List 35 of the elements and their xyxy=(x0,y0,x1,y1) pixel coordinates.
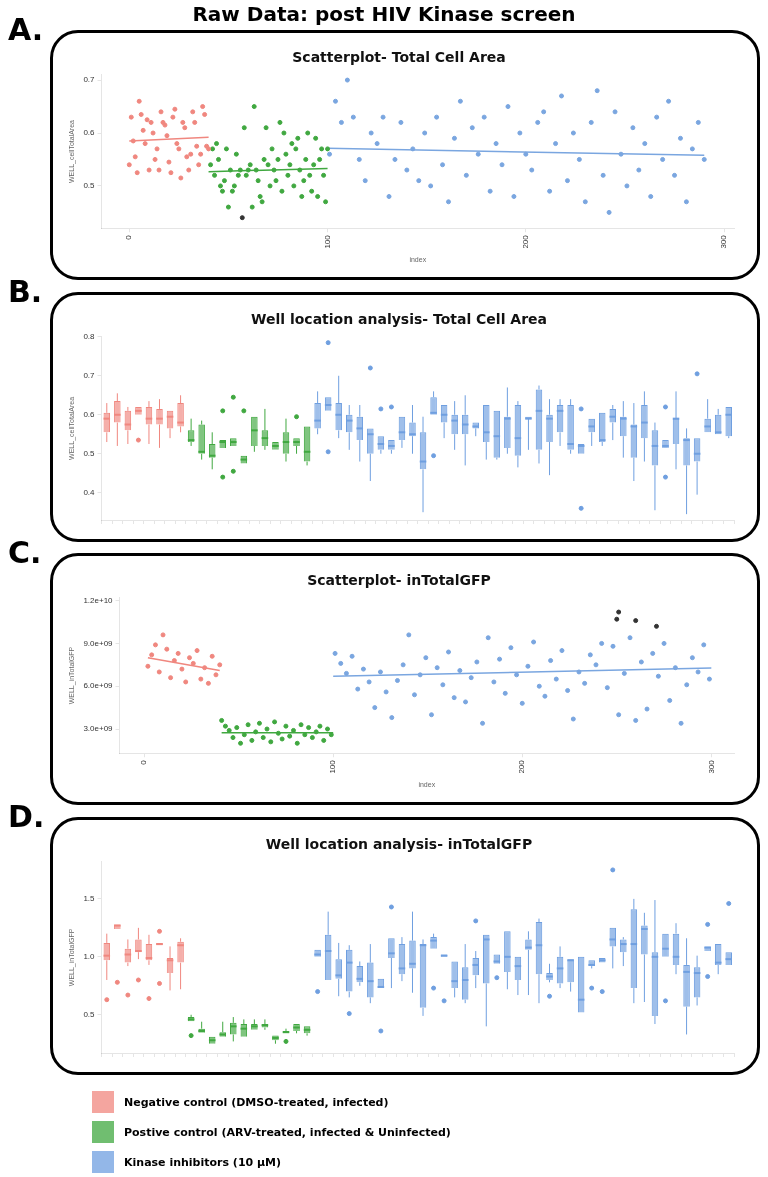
chart-title: Scatterplot- inTotalGFP xyxy=(307,572,491,589)
chart-title: Well location analysis- Total Cell Area xyxy=(250,311,548,328)
x-tick-label: 300 xyxy=(706,759,716,774)
y-tick-label: 0.8 xyxy=(83,332,96,341)
legend-label: Negative control (DMSO-treated, infected) xyxy=(124,1095,389,1109)
chart-title: Scatterplot- Total Cell Area xyxy=(292,49,506,66)
y-tick-label: 0.7 xyxy=(83,370,96,380)
y-tick-label: 0.4 xyxy=(83,487,96,497)
x-tick-label: 0 xyxy=(139,759,149,765)
y-tick-label: 1.0 xyxy=(83,952,96,962)
text: Raw Data: post HIV Kinase screen xyxy=(192,2,576,26)
y-tick-label: 0.6 xyxy=(83,128,96,138)
text: D. xyxy=(8,799,45,834)
y-tick-label: 1.2e+10 xyxy=(83,595,114,605)
y-tick-label: 9.0e+09 xyxy=(83,638,114,648)
y-tick-label: 0.7 xyxy=(83,75,96,85)
y-tick-label: 0.6 xyxy=(83,409,96,419)
y-tick-label: 0.5 xyxy=(83,448,96,458)
y-tick-label: 1.5 xyxy=(83,894,96,904)
x-tick-label: 100 xyxy=(322,234,332,249)
y-tick-label: 0.5 xyxy=(83,181,96,191)
x-tick-label: 100 xyxy=(328,759,338,774)
y-tick-label: 3.0e+09 xyxy=(83,724,114,734)
x-tick-label: 0 xyxy=(124,234,134,240)
y-tick-label: 6.0e+09 xyxy=(83,681,114,691)
x-tick-label: 300 xyxy=(719,234,729,249)
x-tick-label: 200 xyxy=(521,234,531,249)
text: A. xyxy=(8,12,44,47)
x-tick-label: 200 xyxy=(517,759,527,774)
chart-title: Well location analysis- inTotalGFP xyxy=(265,836,533,853)
legend-label: Kinase inhibitors (10 µM) xyxy=(124,1155,282,1169)
text: B. xyxy=(8,274,43,309)
text: C. xyxy=(8,535,42,570)
legend-label: Postive control (ARV-treated, infected & Uninfected) xyxy=(124,1125,451,1139)
y-tick-label: 0.5 xyxy=(83,1009,96,1019)
